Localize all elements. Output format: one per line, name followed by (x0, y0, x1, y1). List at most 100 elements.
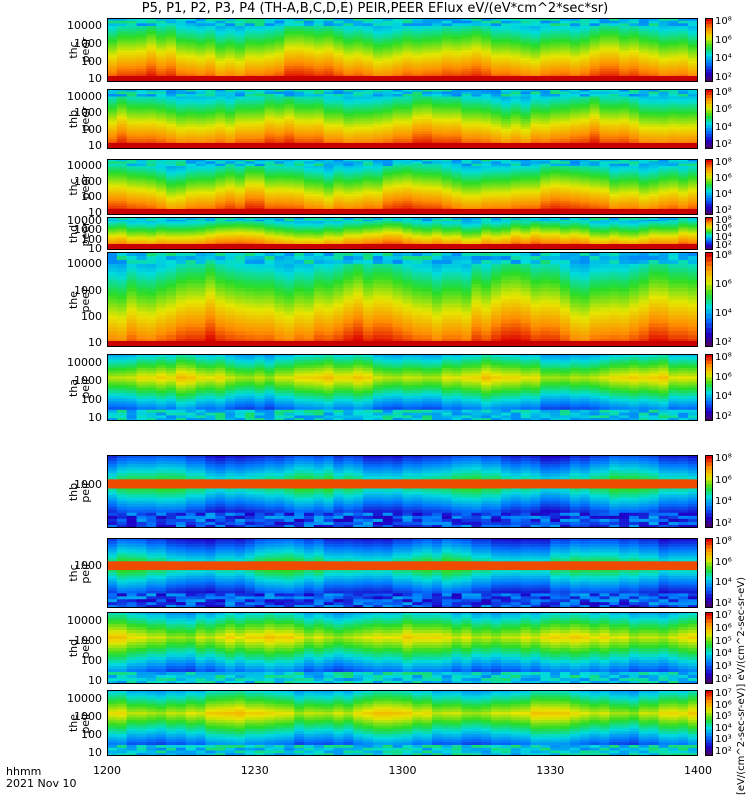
ytick-thd-peir-3: 10 (88, 673, 102, 687)
spectrogram-tha-peir (107, 354, 698, 421)
cbar-tick-thc-peer-2-2: 10⁴ (715, 189, 732, 200)
colorbar-tha-peir (705, 354, 713, 421)
colorbar-thc-peir (705, 538, 713, 608)
cbar-tick-thd-peir-0: 10⁷ (715, 610, 732, 621)
ytick-tha-peir-2: 100 (81, 392, 102, 406)
spectrogram-thb-peir (107, 455, 698, 528)
cbar-tick-thd-peir-4: 10³ (715, 661, 732, 673)
cbar-tick-the-peir-4: 10³ (715, 734, 732, 746)
ytick-thc-peer-2-1: 1000 (74, 174, 102, 188)
cbar-tick-the-peer-0: 10⁸ (715, 250, 732, 261)
ytick-thd-peer-2: 100 (81, 232, 102, 246)
spectrogram-thc-peer (107, 18, 698, 82)
spectrogram-thd-peir (107, 612, 698, 684)
cbar-tick-thd-peer-2: 10⁴ (715, 231, 732, 243)
cbar-tick-thd-peir-2: 10⁵ (715, 635, 732, 647)
colorbar-thb-peer (705, 89, 713, 149)
ytick-thc-peer-3: 10 (88, 72, 102, 86)
cbar-tick-the-peer-1: 10⁶ (715, 279, 732, 290)
ytick-thb-peer-2: 100 (81, 122, 102, 136)
cbar-tick-thc-peir-0: 10⁸ (715, 536, 732, 547)
spectrogram-the-peir (107, 690, 698, 756)
ytick-thc-peer-2-3: 10 (88, 205, 102, 219)
cbar-tick-thc-peir-1: 10⁶ (715, 556, 732, 568)
xtick-0: 1200 (93, 764, 121, 777)
ytick-tha-peir-0: 10000 (67, 355, 102, 369)
cbar-tick-thc-peer-3: 10² (715, 72, 732, 83)
cbar-tick-thd-peer-0: 10⁸ (715, 215, 732, 226)
ytick-the-peir-3: 10 (88, 746, 102, 760)
cbar-tick-thd-peer-1: 10⁶ (715, 223, 732, 235)
cbar-tick-thc-peir-2: 10⁴ (715, 577, 732, 589)
colorbar-wrap-thb-peer (705, 89, 713, 149)
ytick-the-peer-0: 10000 (67, 257, 102, 271)
cbar-tick-thb-peir-1: 10⁶ (715, 474, 732, 486)
time-label: hhmm (6, 765, 42, 778)
panel-thb-peir (107, 455, 698, 528)
colorbar-thc-peer-2 (705, 159, 713, 215)
cbar-tick-thc-peer-2: 10⁴ (715, 53, 732, 65)
spectrogram-the-peer (107, 252, 698, 347)
ytick-thd-peer-0: 10000 (67, 214, 102, 228)
xtick-2: 1300 (388, 764, 417, 777)
ytick-the-peir-0: 10000 (67, 691, 102, 705)
panel-thd-peer (107, 217, 698, 250)
panel-the-peir (107, 690, 698, 756)
date-label: 2021 Nov 10 (6, 777, 77, 790)
cbar-tick-thc-peer-0: 10⁸ (715, 16, 732, 27)
colorbar-wrap-tha-peir (705, 354, 713, 421)
panel-thd-peir (107, 612, 698, 684)
panel-thc-peer (107, 18, 698, 82)
cbar-tick-thc-peer-2-0: 10⁸ (715, 157, 732, 168)
spectrogram-thc-peer-2 (107, 159, 698, 215)
colorbar-thb-peir (705, 455, 713, 528)
colorbar-wrap-thb-peir (705, 455, 713, 528)
ytick-the-peir-1: 1000 (74, 709, 102, 723)
ytick-thb-peir-0: 1000 (74, 477, 102, 491)
ytick-thc-peer-2: 100 (81, 54, 102, 68)
cbar-tick-the-peir-1: 10⁶ (715, 699, 732, 711)
cbar-tick-thd-peir-1: 10⁶ (715, 622, 732, 634)
colorbar-thc-peer (705, 18, 713, 82)
spectrogram-thc-peir (107, 538, 698, 608)
ytick-thd-peir-0: 10000 (67, 614, 102, 628)
ytick-thd-peir-1: 1000 (74, 634, 102, 648)
ytick-thd-peer-1: 1000 (74, 223, 102, 237)
colorbar-the-peer (705, 252, 713, 347)
panel-the-peer (107, 252, 698, 347)
colorbar-wrap-the-peer (705, 252, 713, 347)
cbar-tick-thb-peir-0: 10⁸ (715, 453, 732, 464)
colorbar-wrap-thc-peer (705, 18, 713, 82)
ytick-thb-peer-0: 10000 (67, 89, 102, 103)
cbar-tick-thd-peir-3: 10⁴ (715, 648, 732, 660)
ytick-tha-peir-1: 1000 (74, 374, 102, 388)
colorbar-wrap-thd-peer (705, 217, 713, 250)
ytick-the-peer-2: 100 (81, 309, 102, 323)
xtick-4: 1400 (684, 764, 712, 777)
ytick-thd-peer-3: 10 (88, 241, 102, 255)
ytick-the-peer-3: 10 (88, 335, 102, 349)
colorbar-units: [eV/(cm^2-sec-sr-eV)] eV/(cm^2-sec-sr-eV… (736, 577, 747, 795)
cbar-tick-the-peir-2: 10⁵ (715, 711, 732, 723)
cbar-tick-thb-peer-1: 10⁶ (715, 104, 732, 116)
ytick-thc-peir-0: 1000 (74, 559, 102, 573)
spectrogram-thd-peer (107, 217, 698, 250)
cbar-tick-thc-peer-2-3: 10² (715, 205, 732, 216)
panel-thb-peer (107, 89, 698, 149)
cbar-tick-thc-peir-3: 10² (715, 598, 732, 609)
ytick-thc-peer-1: 1000 (74, 37, 102, 51)
panel-thc-peer-2 (107, 159, 698, 215)
xtick-1: 1230 (240, 764, 269, 777)
cbar-tick-thd-peir-5: 10² (715, 674, 732, 685)
cbar-tick-thd-peer-3: 10² (715, 240, 732, 251)
panel-thc-peir (107, 538, 698, 608)
cbar-tick-thb-peir-2: 10⁴ (715, 496, 732, 508)
ytick-thc-peer-0: 10000 (67, 19, 102, 33)
chart-title: P5, P1, P2, P3, P4 (TH-A,B,C,D,E) PEIR,P… (141, 1, 609, 16)
cbar-tick-tha-peir-0: 10⁸ (715, 352, 732, 363)
ytick-thc-peer-2-0: 10000 (67, 159, 102, 173)
cbar-tick-thb-peer-0: 10⁸ (715, 87, 732, 98)
ytick-the-peir-2: 100 (81, 728, 102, 741)
spectrogram-thb-peer (107, 89, 698, 149)
xtick-3: 1330 (536, 764, 565, 777)
